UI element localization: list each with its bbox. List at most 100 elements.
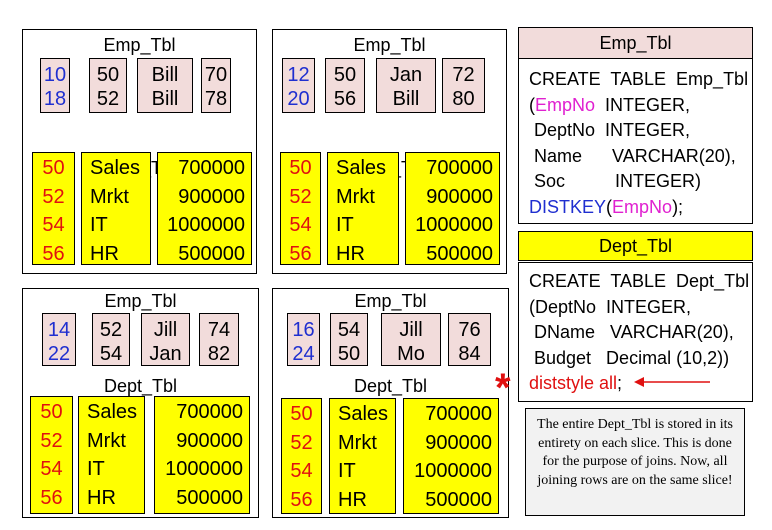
emp-dept-no-cell: 50 56 xyxy=(325,58,365,113)
dept-ddl-line-3: DName VARCHAR(20), xyxy=(529,322,734,342)
emp-name-cell: Bill Bill xyxy=(137,58,193,113)
emp-no-cell: 14 22 xyxy=(42,313,76,366)
cell-value: Bill xyxy=(392,88,420,110)
cell-value: 50 xyxy=(96,64,120,86)
cell-value: 50 xyxy=(333,64,357,86)
emp-no-cell: 10 18 xyxy=(40,58,70,113)
emp-ddl-title: Emp_Tbl xyxy=(518,27,753,59)
cell-value: 1000000 xyxy=(414,460,492,482)
dept-id-column: 50 52 54 56 xyxy=(32,152,75,265)
emp-dept-no-cell: 50 52 xyxy=(89,58,127,113)
cell-value: 24 xyxy=(292,343,315,365)
cell-value: 80 xyxy=(452,88,475,110)
cell-value: Mrkt xyxy=(87,429,126,452)
emp-soc-cell: 76 84 xyxy=(448,313,491,366)
emp-ddl-empno-column: EmpNo xyxy=(535,94,596,115)
cell-value: 10 xyxy=(43,64,67,86)
cell-value: 56 xyxy=(40,486,63,509)
emp-table-title: Emp_Tbl xyxy=(104,291,177,311)
cell-value: 900000 xyxy=(178,185,245,208)
dept-budget-column: 700000 900000 1000000 500000 xyxy=(405,152,500,265)
dept-name-column: Sales Mrkt IT HR xyxy=(78,396,145,514)
cell-value: 70 xyxy=(204,64,228,86)
cell-value: Sales xyxy=(87,401,138,423)
cell-value: Sales xyxy=(336,157,387,179)
emp-soc-cell: 70 78 xyxy=(201,58,231,113)
emp-dept-no-cell: 54 50 xyxy=(330,313,368,366)
emp-soc-cell: 72 80 xyxy=(442,58,485,113)
emp-table-title: Emp_Tbl xyxy=(103,35,176,55)
cell-value: 700000 xyxy=(426,157,493,179)
cell-value: 1000000 xyxy=(167,214,245,236)
emp-dept-no-cell: 52 54 xyxy=(92,313,130,366)
dept-budget-column: 700000 900000 1000000 500000 xyxy=(154,396,250,514)
dept-name-column: Sales Mrkt IT HR xyxy=(81,152,151,265)
emp-ddl-line-1: CREATE TABLE Emp_Tbl xyxy=(529,69,749,89)
cell-value: HR xyxy=(338,488,367,511)
emp-no-cell: 12 20 xyxy=(282,58,315,113)
dept-ddl-line-1: CREATE TABLE Dept_Tbl xyxy=(529,271,750,291)
emp-ddl-line-5: Soc INTEGER) xyxy=(529,171,702,191)
cell-value: 54 xyxy=(99,343,123,365)
emp-name-cell: Jill Jan xyxy=(141,313,190,366)
emp-ddl-body: CREATE TABLE Emp_Tbl (EmpNo INTEGER, Dep… xyxy=(518,58,753,224)
cell-value: 78 xyxy=(204,88,228,110)
emp-name-cell: Jan Bill xyxy=(376,58,436,113)
cell-value: 50 xyxy=(337,343,361,365)
cell-value: IT xyxy=(87,458,105,480)
cell-value: Mo xyxy=(397,343,425,365)
emp-no-cell: 16 24 xyxy=(287,313,320,366)
cell-value: Mrkt xyxy=(90,185,129,208)
cell-value: Sales xyxy=(90,157,141,179)
cell-value: 52 xyxy=(289,185,312,208)
diststyle-all-keyword: diststyle all xyxy=(529,373,618,393)
cell-value: 50 xyxy=(40,401,63,423)
cell-value: 500000 xyxy=(426,242,493,265)
cell-value: IT xyxy=(336,214,354,236)
emp-soc-cell: 74 82 xyxy=(199,313,239,366)
cell-value: 900000 xyxy=(176,429,243,452)
cell-value: 50 xyxy=(42,157,65,179)
cell-value: IT xyxy=(90,214,108,236)
emp-ddl-line-4: Name VARCHAR(20), xyxy=(529,145,736,166)
pointer-arrow-icon xyxy=(634,377,710,387)
cell-value: Jill xyxy=(399,319,423,341)
cell-value: 52 xyxy=(42,185,65,208)
dept-budget-column: 700000 900000 1000000 500000 xyxy=(157,152,252,265)
explanation-note: The entire Dept_Tbl is stored in its ent… xyxy=(525,408,745,516)
distkey-column: EmpNo xyxy=(612,196,673,217)
cell-value: HR xyxy=(336,242,365,265)
cell-value: 12 xyxy=(287,64,310,86)
cell-value: 50 xyxy=(289,157,312,179)
cell-value: 52 xyxy=(96,88,120,110)
cell-value: 76 xyxy=(458,319,481,341)
cell-value: 54 xyxy=(42,214,65,236)
emp-table-title: Emp_Tbl xyxy=(354,291,427,311)
dept-ddl-line-2: (DeptNo INTEGER, xyxy=(529,296,692,317)
dept-id-column: 50 52 54 56 xyxy=(30,396,73,514)
dept-id-column: 50 52 54 56 xyxy=(281,398,322,514)
cell-value: HR xyxy=(90,242,119,265)
cell-value: 900000 xyxy=(426,185,493,208)
cell-value: 54 xyxy=(290,460,313,482)
emp-name-cell: Jill Mo xyxy=(381,313,441,366)
cell-value: 56 xyxy=(290,488,313,511)
dept-budget-column: 700000 900000 1000000 500000 xyxy=(403,398,499,514)
cell-value: 52 xyxy=(99,319,123,341)
cell-value: HR xyxy=(87,486,116,509)
distkey-keyword: DISTKEY xyxy=(529,196,607,217)
cell-value: 54 xyxy=(289,214,312,236)
cell-value: Sales xyxy=(338,403,389,425)
dept-name-column: Sales Mrkt IT HR xyxy=(329,398,396,514)
cell-value: 700000 xyxy=(178,157,245,179)
cell-value: 700000 xyxy=(176,401,243,423)
cell-value: 52 xyxy=(290,431,313,454)
cell-value: 54 xyxy=(40,458,63,480)
dept-ddl-line-4: Budget Decimal (10,2)) xyxy=(529,347,730,368)
dept-table-title: Dept_Tbl xyxy=(353,376,428,396)
cell-value: 74 xyxy=(207,319,231,341)
cell-value: Bill xyxy=(151,64,179,86)
cell-value: 56 xyxy=(333,88,357,110)
cell-value: Bill xyxy=(151,88,179,110)
cell-value: 20 xyxy=(287,88,310,110)
